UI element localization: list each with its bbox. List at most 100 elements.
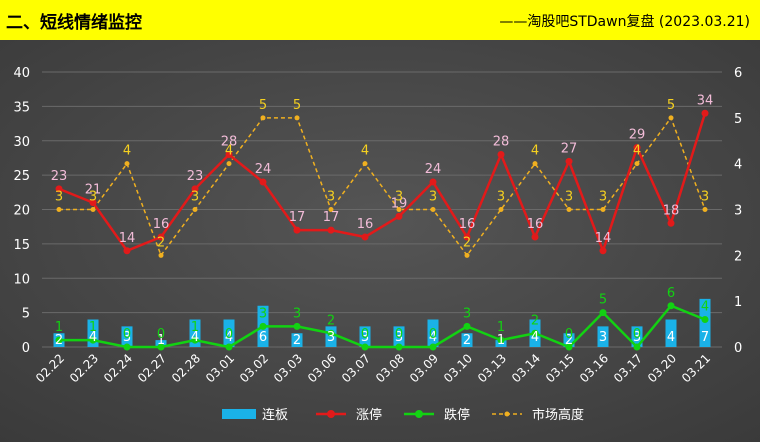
legend-swatch-marker — [504, 411, 510, 417]
bar-lianban — [87, 319, 99, 347]
data-label-lianban: 2 — [293, 333, 301, 348]
y-right-tick-label: 6 — [734, 66, 742, 81]
bar-lianban — [359, 326, 371, 347]
data-label-lianban: 3 — [361, 330, 369, 345]
data-label-lianban: 3 — [123, 330, 131, 345]
data-label-shichang: 3 — [55, 190, 63, 205]
point-dieting — [531, 329, 539, 337]
bar-lianban — [189, 319, 201, 347]
data-label-zhangting: 16 — [357, 217, 374, 232]
page-title: 二、短线情绪监控 — [6, 13, 142, 33]
point-zhangting — [89, 199, 97, 207]
y-left-tick-label: 15 — [13, 238, 30, 253]
point-dieting — [157, 343, 165, 351]
data-label-zhangting: 28 — [493, 135, 510, 150]
data-label-zhangting: 24 — [425, 162, 442, 177]
plot-background — [0, 40, 760, 442]
data-label-lianban: 1 — [497, 333, 505, 348]
data-label-zhangting: 21 — [85, 183, 102, 198]
point-dieting — [293, 322, 301, 330]
point-shichang — [396, 207, 402, 212]
point-dieting — [565, 343, 573, 351]
legend-label: 连板 — [262, 407, 288, 423]
point-shichang — [158, 252, 164, 258]
data-label-lianban: 4 — [667, 330, 675, 345]
point-zhangting — [157, 233, 165, 241]
y-left-tick-label: 25 — [13, 169, 30, 184]
data-label-zhangting: 28 — [221, 135, 238, 150]
data-label-dieting: 0 — [565, 327, 573, 342]
series-line-dieting — [59, 304, 706, 349]
y-left-tick-label: 10 — [13, 272, 30, 287]
point-zhangting — [225, 151, 233, 158]
point-zhangting — [361, 233, 369, 241]
data-label-dieting: 0 — [157, 327, 165, 342]
data-label-zhangting: 19 — [391, 196, 408, 211]
bar-lianban — [121, 326, 133, 347]
legend-swatch-lianban — [222, 409, 256, 419]
point-zhangting — [429, 178, 437, 186]
point-shichang — [294, 115, 300, 121]
data-label-dieting: 3 — [293, 306, 301, 321]
data-label-dieting: 0 — [225, 327, 233, 342]
data-label-lianban: 4 — [191, 330, 199, 345]
y-right-tick-label: 1 — [734, 295, 742, 310]
point-shichang — [362, 161, 368, 167]
data-label-zhangting: 17 — [289, 210, 306, 225]
y-left-tick-label: 35 — [13, 100, 30, 115]
legend-label: 市场高度 — [532, 407, 584, 423]
point-shichang — [634, 161, 640, 167]
data-label-dieting: 3 — [463, 306, 471, 321]
data-label-lianban: 2 — [565, 333, 573, 348]
bar-lianban — [223, 319, 235, 347]
header-bar: 二、短线情绪监控 ——淘股吧STDawn复盘 (2023.03.21) — [0, 0, 760, 40]
point-zhangting — [565, 157, 573, 165]
point-zhangting — [701, 109, 709, 117]
point-dieting — [89, 336, 97, 344]
y-left-tick-label: 5 — [22, 307, 30, 322]
data-label-shichang: 5 — [259, 98, 267, 113]
point-dieting — [55, 336, 63, 344]
point-shichang — [566, 207, 572, 212]
page-subtitle: ——淘股吧STDawn复盘 (2023.03.21) — [499, 14, 750, 30]
legend-swatch-marker — [415, 410, 423, 418]
data-label-dieting: 1 — [191, 320, 199, 335]
data-label-shichang: 4 — [531, 144, 539, 159]
point-dieting — [599, 309, 607, 317]
data-label-dieting: 0 — [123, 327, 131, 342]
bar-lianban — [291, 333, 303, 347]
data-label-dieting: 5 — [599, 293, 607, 308]
data-label-zhangting: 23 — [51, 169, 68, 184]
point-dieting — [361, 343, 369, 351]
point-zhangting — [55, 185, 63, 193]
point-shichang — [702, 207, 708, 212]
y-right-tick-label: 3 — [734, 204, 742, 219]
data-label-shichang: 3 — [497, 190, 505, 205]
point-zhangting — [497, 151, 505, 158]
data-label-shichang: 2 — [157, 235, 165, 250]
bar-lianban — [563, 333, 575, 347]
data-label-zhangting: 16 — [527, 217, 544, 232]
data-label-dieting: 0 — [395, 327, 403, 342]
data-label-dieting: 1 — [55, 320, 63, 335]
data-label-zhangting: 16 — [459, 217, 476, 232]
bar-lianban — [665, 319, 677, 347]
bar-lianban — [597, 326, 609, 347]
data-label-zhangting: 16 — [153, 217, 170, 232]
data-label-shichang: 5 — [667, 98, 675, 113]
data-label-shichang: 3 — [599, 190, 607, 205]
data-label-lianban: 3 — [327, 330, 335, 345]
point-zhangting — [123, 247, 131, 255]
bar-lianban — [631, 326, 643, 347]
point-shichang — [532, 161, 538, 167]
data-label-shichang: 3 — [429, 190, 437, 205]
y-left-tick-label: 40 — [13, 66, 30, 81]
data-label-dieting: 3 — [259, 306, 267, 321]
data-label-zhangting: 18 — [663, 203, 680, 218]
point-dieting — [327, 329, 335, 337]
data-label-lianban: 4 — [225, 330, 233, 345]
point-zhangting — [327, 226, 335, 234]
legend-label: 跌停 — [444, 407, 470, 423]
